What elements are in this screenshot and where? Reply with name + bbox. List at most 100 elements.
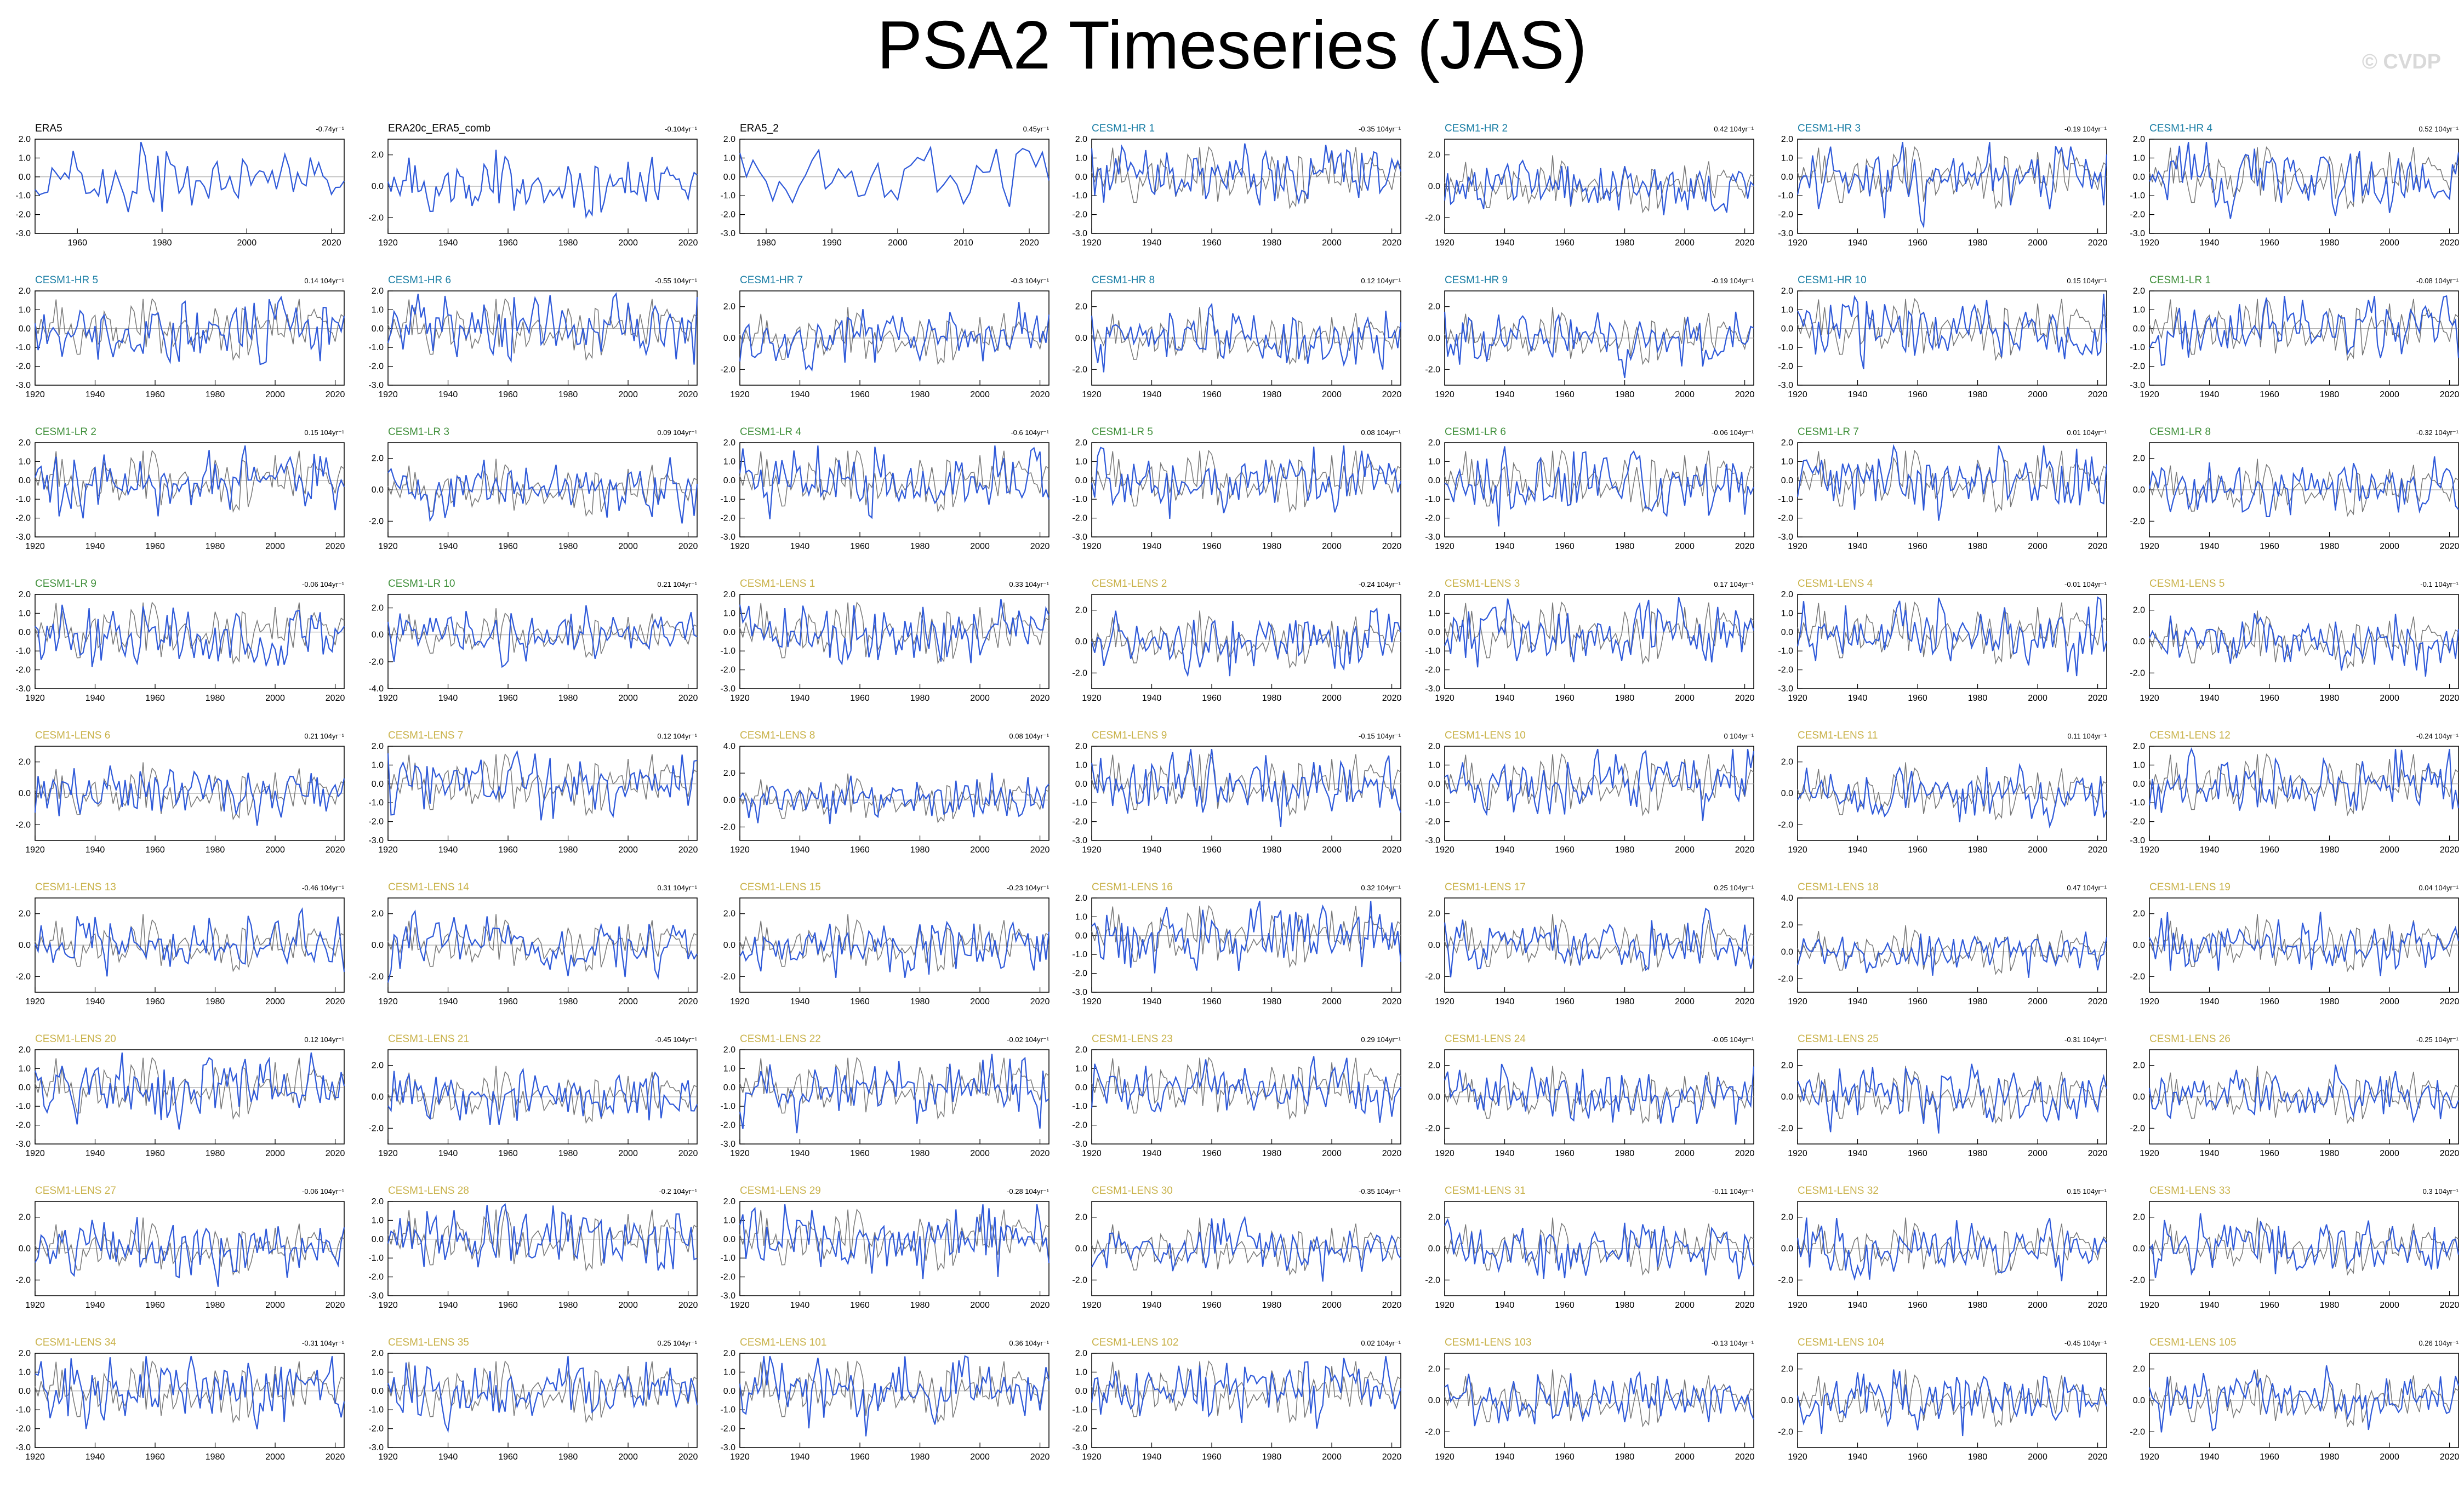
y-tick-label: -2.0 — [1425, 365, 1440, 374]
chart-panel: CESM1-HR 4 0.52 104yr⁻¹ 2.0 1.0 0.0 -1.0 -2.0 -… — [2130, 123, 2459, 248]
x-tick-label: 1960 — [850, 542, 870, 551]
x-tick-label: 2020 — [1735, 1452, 1755, 1462]
x-tick-label: 2000 — [1322, 694, 1342, 703]
y-tick-label: 2.0 — [19, 287, 31, 296]
y-tick-label: -3.0 — [1072, 988, 1087, 997]
x-tick-label: 1940 — [1495, 694, 1515, 703]
trend-label: 0.52 104yr⁻¹ — [2419, 125, 2459, 133]
y-tick-label: -1.0 — [368, 343, 384, 352]
x-tick-label: 2000 — [1322, 390, 1342, 399]
trend-label: -0.104yr⁻¹ — [665, 125, 698, 133]
x-tick-label: 1940 — [85, 1452, 105, 1462]
x-tick-label: 1980 — [1968, 542, 1988, 551]
y-tick-label: -1.0 — [720, 646, 735, 656]
x-tick-label: 2000 — [2028, 845, 2047, 855]
y-tick-label: -3.0 — [2130, 836, 2145, 845]
y-tick-label: 0.0 — [372, 631, 384, 640]
y-tick-label: 0.0 — [1428, 1092, 1440, 1102]
x-tick-label: 1940 — [2200, 694, 2220, 703]
x-tick-label: 2020 — [678, 845, 698, 855]
y-tick-label: 2.0 — [1781, 920, 1793, 930]
y-tick-label: 1.0 — [372, 1368, 384, 1377]
x-tick-label: 1980 — [1262, 1149, 1282, 1158]
x-tick-label: 1920 — [1435, 1301, 1455, 1310]
x-tick-label: 1920 — [378, 1301, 398, 1310]
x-tick-label: 1960 — [850, 1149, 870, 1158]
x-tick-label: 1920 — [1435, 997, 1455, 1006]
observed-series-line — [1797, 297, 2107, 362]
observed-series-line — [1091, 1217, 1401, 1276]
y-tick-label: -1.0 — [1072, 495, 1087, 504]
x-tick-label: 1920 — [1082, 238, 1102, 248]
y-tick-label: 2.0 — [2133, 1061, 2145, 1071]
chart-panel: CESM1-LENS 33 0.3 104yr⁻¹ 2.0 0.0 -2.0 1920 19… — [2130, 1185, 2459, 1310]
x-tick-label: 2000 — [618, 390, 638, 399]
y-tick-label: 1.0 — [2133, 153, 2145, 163]
x-tick-label: 1920 — [1435, 845, 1455, 855]
x-tick-label: 2000 — [618, 1149, 638, 1158]
y-tick-label: -1.0 — [720, 1254, 735, 1263]
x-tick-label: 1920 — [378, 694, 398, 703]
plot-frame — [739, 442, 1050, 537]
y-tick-label: 0.0 — [1428, 1396, 1440, 1405]
y-tick-label: 2.0 — [19, 758, 31, 767]
panel-title: CESM1-LENS 2 — [1092, 578, 1167, 590]
y-tick-label: 0.0 — [1075, 780, 1087, 789]
y-tick-label: -4.0 — [368, 684, 384, 694]
x-tick-label: 1940 — [85, 390, 105, 399]
x-tick-label: 1960 — [145, 694, 165, 703]
y-tick-label: 2.0 — [2133, 742, 2145, 751]
x-tick-label: 2020 — [2440, 390, 2460, 399]
chart-panel: CESM1-LENS 28 -0.2 104yr⁻¹ 2.0 1.0 0.0 -1.0 -2… — [368, 1185, 698, 1310]
chart-panel: CESM1-LENS 5 -0.1 104yr⁻¹ 2.0 0.0 -2.0 1920 19… — [2130, 578, 2459, 703]
y-tick-label: 0.0 — [1781, 173, 1793, 182]
x-tick-label: 2020 — [326, 542, 345, 551]
x-tick-label: 1920 — [1435, 390, 1455, 399]
x-tick-label: 1980 — [1615, 542, 1635, 551]
y-tick-label: 0.0 — [1781, 1244, 1793, 1254]
y-tick-label: 0.0 — [1781, 1092, 1793, 1102]
trend-label: 0.45yr⁻¹ — [1023, 125, 1050, 133]
x-tick-label: 1960 — [1908, 390, 1927, 399]
series-line — [1796, 444, 2108, 521]
x-tick-label: 1940 — [438, 845, 458, 855]
y-tick-label: 2.0 — [723, 1045, 735, 1055]
y-tick-label: -2.0 — [2130, 668, 2145, 678]
x-tick-label: 2000 — [265, 542, 285, 551]
trend-label: 0.15 104yr⁻¹ — [2067, 277, 2107, 285]
x-tick-label: 2000 — [2028, 238, 2047, 248]
y-tick-label: 1.0 — [1781, 609, 1793, 618]
y-tick-label: -2.0 — [1072, 514, 1087, 523]
y-tick-label: -2.0 — [2130, 1275, 2145, 1285]
x-tick-label: 2000 — [1675, 845, 1695, 855]
chart-panel: CESM1-HR 2 0.42 104yr⁻¹ 2.0 0.0 -2.0 1920 1940… — [1425, 123, 1754, 248]
chart-panel: CESM1-LENS 15 -0.23 104yr⁻¹ 2.0 0.0 -2.0 1920… — [720, 882, 1050, 1006]
trend-label: -0.05 104yr⁻¹ — [1712, 1035, 1754, 1044]
x-tick-label: 2020 — [1030, 542, 1050, 551]
panel-title: CESM1-LR 6 — [1445, 426, 1506, 438]
y-tick-label: -1.0 — [15, 1405, 31, 1415]
observed-series-line — [1444, 753, 1754, 817]
x-tick-label: 1920 — [1435, 542, 1455, 551]
trend-label: 0.12 104yr⁻¹ — [304, 1035, 344, 1044]
y-tick-label: 1.0 — [723, 1064, 735, 1073]
observed-series-line — [387, 297, 698, 362]
observed-series-line — [739, 1056, 1050, 1120]
chart-panel: CESM1-HR 8 0.12 104yr⁻¹ 2.0 0.0 -2.0 1920 1940… — [1072, 274, 1401, 399]
y-tick-label: 2.0 — [1075, 742, 1087, 751]
plot-frame — [739, 139, 1050, 234]
observed-series-line — [2149, 146, 2459, 210]
x-tick-label: 2000 — [2380, 1452, 2399, 1462]
y-tick-label: -2.0 — [1425, 817, 1440, 827]
y-tick-label: 1.0 — [1781, 305, 1793, 314]
x-tick-label: 1940 — [2200, 997, 2220, 1006]
series-line — [1091, 1356, 1402, 1429]
x-tick-label: 1980 — [206, 1149, 225, 1158]
x-tick-label: 1980 — [1968, 238, 1988, 248]
chart-panel: CESM1-HR 6 -0.55 104yr⁻¹ 2.0 1.0 0.0 -1.0 -2.0… — [368, 274, 698, 399]
series-line — [1796, 142, 2108, 229]
y-tick-label: -2.0 — [720, 210, 735, 220]
x-tick-label: 1980 — [2320, 1452, 2340, 1462]
x-tick-label: 1980 — [1968, 390, 1988, 399]
chart-panel: CESM1-LENS 20 0.12 104yr⁻¹ 2.0 1.0 0.0 -1.0 -2… — [15, 1033, 345, 1158]
